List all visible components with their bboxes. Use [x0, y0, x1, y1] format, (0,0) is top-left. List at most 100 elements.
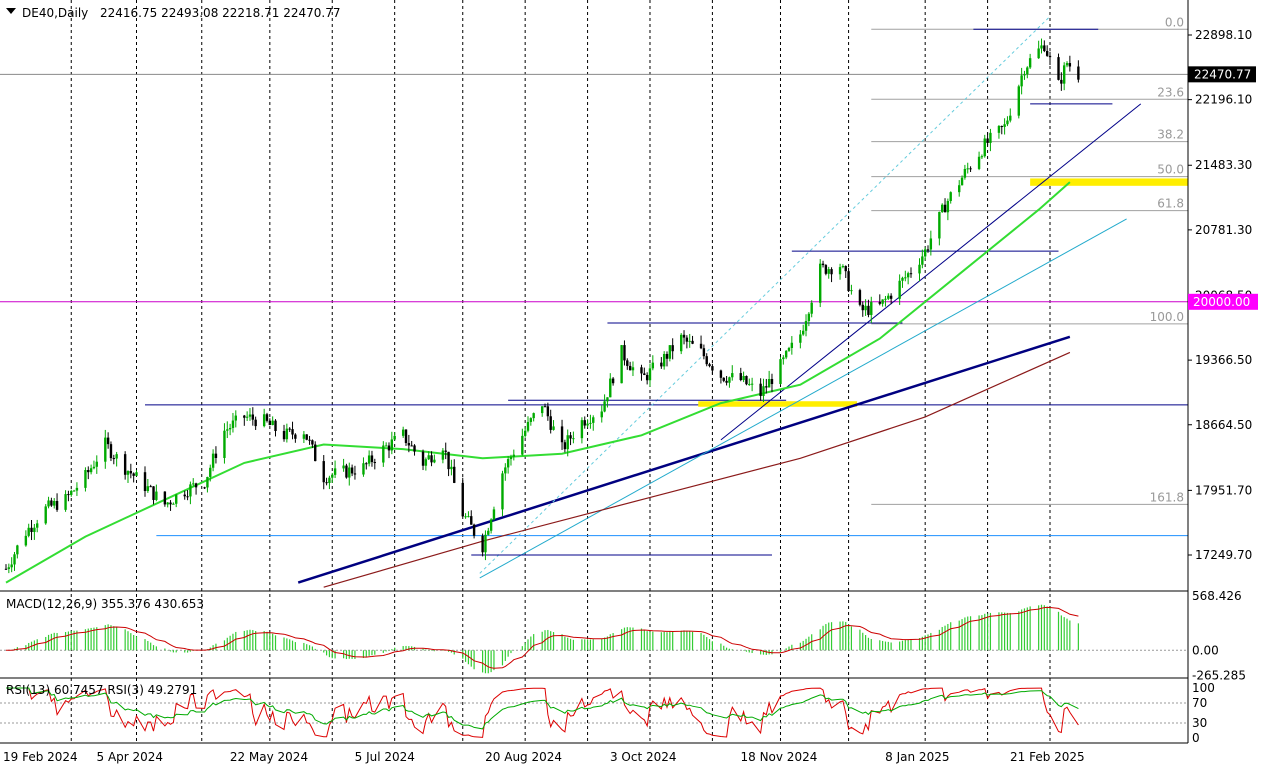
candle-body[interactable] — [1006, 120, 1009, 125]
candle-body[interactable] — [223, 430, 226, 458]
candle-body[interactable] — [759, 383, 762, 397]
candle-body[interactable] — [731, 373, 734, 378]
candle-body[interactable] — [373, 462, 377, 464]
support-zone[interactable] — [1030, 178, 1188, 186]
trendline[interactable] — [479, 16, 1051, 574]
candle-body[interactable] — [523, 430, 527, 436]
candle-body[interactable] — [387, 445, 391, 451]
candle-body[interactable] — [651, 362, 655, 369]
candle-body[interactable] — [841, 266, 845, 268]
candle-body[interactable] — [75, 487, 79, 491]
candle-body[interactable] — [345, 465, 348, 478]
moving-average-line[interactable] — [323, 351, 1071, 588]
candle-body[interactable] — [135, 472, 138, 476]
candle-body[interactable] — [592, 417, 595, 423]
candle-body[interactable] — [628, 365, 632, 371]
candle-body[interactable] — [529, 418, 533, 422]
candle-body[interactable] — [166, 502, 169, 505]
candle-body[interactable] — [265, 414, 269, 421]
candle-body[interactable] — [123, 454, 127, 475]
candle-body[interactable] — [467, 516, 470, 518]
candle-body[interactable] — [682, 334, 686, 338]
candle-body[interactable] — [938, 211, 941, 239]
candle-body[interactable] — [214, 453, 218, 458]
candle-body[interactable] — [72, 490, 76, 492]
candle-body[interactable] — [563, 442, 567, 450]
candle-body[interactable] — [660, 362, 663, 367]
candle-body[interactable] — [728, 377, 731, 383]
candle-body[interactable] — [662, 353, 666, 367]
candle-body[interactable] — [461, 482, 464, 517]
candle-body[interactable] — [53, 500, 56, 506]
candle-body[interactable] — [810, 302, 813, 314]
candle-body[interactable] — [552, 426, 555, 430]
candle-body[interactable] — [492, 509, 496, 520]
candle-body[interactable] — [106, 437, 110, 445]
candle-body[interactable] — [966, 168, 969, 170]
candle-body[interactable] — [1003, 124, 1006, 127]
candle-body[interactable] — [109, 444, 113, 459]
candle-body[interactable] — [722, 377, 725, 381]
trendline[interactable] — [479, 218, 1127, 579]
candle-body[interactable] — [606, 397, 609, 402]
candle-body[interactable] — [1028, 58, 1032, 68]
candle-body[interactable] — [1037, 48, 1040, 59]
macd-pane[interactable] — [0, 604, 1188, 674]
candle-body[interactable] — [583, 420, 586, 426]
candle-body[interactable] — [24, 535, 28, 546]
candle-body[interactable] — [699, 343, 703, 349]
candle-body[interactable] — [365, 463, 368, 465]
candle-body[interactable] — [404, 429, 408, 444]
candle-body[interactable] — [762, 386, 765, 397]
candle-body[interactable] — [864, 305, 867, 311]
candle-body[interactable] — [648, 368, 652, 381]
candle-body[interactable] — [631, 367, 635, 371]
candle-body[interactable] — [55, 500, 59, 510]
candle-body[interactable] — [470, 516, 473, 525]
candle-body[interactable] — [745, 375, 748, 385]
candle-body[interactable] — [705, 356, 708, 365]
trendline[interactable] — [720, 103, 1142, 441]
candle-body[interactable] — [203, 487, 206, 489]
candle-body[interactable] — [186, 496, 189, 498]
candle-body[interactable] — [549, 416, 552, 430]
candle-body[interactable] — [192, 483, 195, 485]
candle-body[interactable] — [282, 431, 286, 440]
candle-body[interactable] — [115, 454, 118, 459]
candle-body[interactable] — [291, 429, 294, 435]
candle-body[interactable] — [453, 466, 456, 483]
candle-body[interactable] — [172, 503, 175, 505]
candle-body[interactable] — [725, 380, 728, 383]
candle-body[interactable] — [16, 545, 19, 555]
candle-body[interactable] — [175, 494, 178, 504]
candle-body[interactable] — [234, 415, 237, 421]
candle-body[interactable] — [830, 269, 833, 275]
candle-body[interactable] — [506, 459, 510, 468]
candle-body[interactable] — [367, 455, 371, 464]
candle-body[interactable] — [401, 429, 405, 436]
candle-body[interactable] — [4, 568, 8, 570]
candle-body[interactable] — [36, 523, 39, 528]
candle-body[interactable] — [702, 348, 706, 357]
candle-body[interactable] — [1048, 55, 1052, 58]
candle-body[interactable] — [382, 445, 385, 463]
candle-body[interactable] — [362, 463, 365, 475]
candle-body[interactable] — [155, 491, 158, 500]
candle-body[interactable] — [844, 266, 847, 272]
candle-body[interactable] — [308, 439, 311, 441]
candle-body[interactable] — [887, 295, 890, 299]
candle-body[interactable] — [194, 483, 198, 488]
candle-body[interactable] — [626, 360, 629, 366]
candle-body[interactable] — [390, 439, 394, 451]
candle-body[interactable] — [268, 420, 272, 426]
candle-body[interactable] — [7, 567, 11, 569]
candle-body[interactable] — [799, 334, 802, 343]
candle-body[interactable] — [867, 305, 870, 315]
candle-body[interactable] — [708, 364, 711, 367]
candle-body[interactable] — [64, 494, 67, 510]
candle-body[interactable] — [13, 554, 16, 565]
candle-body[interactable] — [546, 406, 550, 417]
candle-body[interactable] — [609, 378, 612, 398]
candle-body[interactable] — [770, 378, 774, 385]
